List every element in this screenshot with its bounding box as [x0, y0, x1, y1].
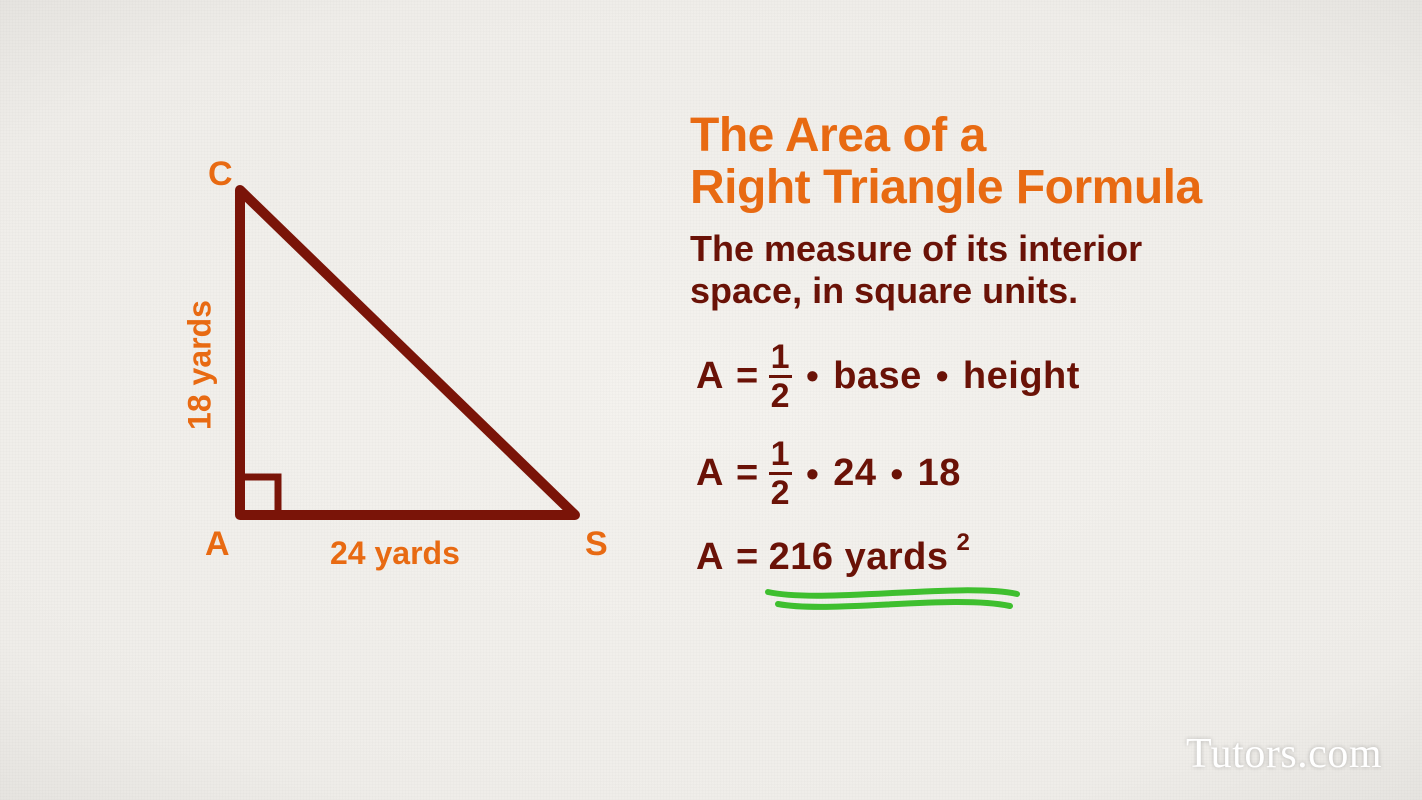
subtitle: The measure of its interior space, in sq…: [690, 228, 1330, 313]
ans-value: 216 yards: [769, 536, 949, 579]
watermark: Tutors.com: [1186, 730, 1382, 778]
answer-underline: [762, 582, 1032, 618]
content-text: The Area of a Right Triangle Formula The…: [690, 110, 1330, 605]
eq1-var: A: [696, 355, 724, 398]
eq1-equals: =: [736, 355, 759, 398]
subtitle-line-1: The measure of its interior: [690, 228, 1142, 269]
eq2-equals: =: [736, 452, 759, 495]
eq2-frac-num: 1: [769, 438, 792, 470]
base-label: 24 yards: [330, 535, 460, 572]
ans-exponent: 2: [957, 529, 971, 557]
vertex-label-c: C: [208, 155, 233, 194]
eq2-fraction: 1 2: [769, 438, 792, 510]
slide-canvas: C A S 18 yards 24 yards The Area of a Ri…: [0, 0, 1422, 800]
eq2-var: A: [696, 452, 724, 495]
eq2-dot-2: •: [886, 453, 907, 495]
equation-row-1: A = 1 2 • base • height: [690, 341, 1330, 413]
title-line-1: The Area of a: [690, 109, 986, 162]
eq2-18: 18: [918, 452, 961, 495]
eq1-fraction: 1 2: [769, 341, 792, 413]
eq1-frac-den: 2: [769, 380, 792, 412]
vertex-label-s: S: [585, 525, 608, 564]
triangle-diagram: C A S 18 yards 24 yards: [95, 170, 635, 600]
equation-answer: A = 216 yards 2: [690, 536, 1330, 579]
eq1-base: base: [833, 355, 922, 398]
eq1-dot-1: •: [802, 355, 823, 397]
ans-var: A: [696, 536, 724, 579]
title-line-2: Right Triangle Formula: [690, 161, 1202, 214]
ans-equals: =: [736, 536, 759, 579]
vertex-label-a: A: [205, 525, 230, 564]
eq1-height: height: [963, 355, 1080, 398]
eq2-dot-1: •: [802, 453, 823, 495]
title: The Area of a Right Triangle Formula: [690, 110, 1330, 214]
eq1-frac-num: 1: [769, 341, 792, 373]
eq2-frac-den: 2: [769, 477, 792, 509]
equation-row-2: A = 1 2 • 24 • 18: [690, 438, 1330, 510]
triangle-shape: [240, 190, 575, 515]
eq2-24: 24: [833, 452, 876, 495]
eq1-dot-2: •: [932, 355, 953, 397]
subtitle-line-2: space, in square units.: [690, 270, 1078, 311]
height-label: 18 yards: [181, 300, 218, 430]
triangle-svg: [95, 170, 635, 580]
